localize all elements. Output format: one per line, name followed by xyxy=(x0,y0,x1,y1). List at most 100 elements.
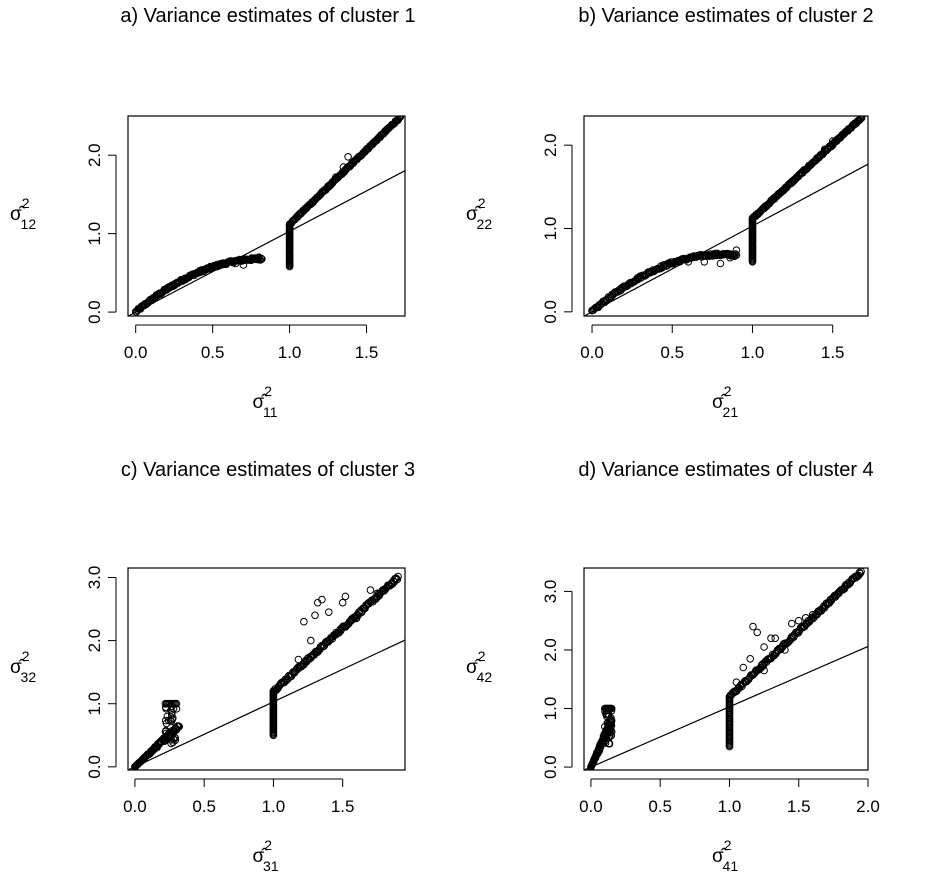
data-point xyxy=(836,133,845,141)
y-tick-label: 2.0 xyxy=(85,143,104,167)
x-tick-label: 0.5 xyxy=(201,343,225,362)
data-point xyxy=(828,137,837,145)
x-tick-label: 0.0 xyxy=(579,797,603,816)
data-point xyxy=(767,634,775,643)
data-point xyxy=(366,586,375,594)
reference-line xyxy=(128,170,405,316)
plot-area xyxy=(128,572,405,770)
plot-frame xyxy=(583,115,869,317)
data-point xyxy=(162,726,170,735)
plot-frame xyxy=(583,567,869,771)
panel-3: c) Variance estimates of cluster 3 0.0 0.5… xyxy=(10,459,415,874)
data-point xyxy=(607,706,616,715)
data-point xyxy=(373,589,382,598)
data-point xyxy=(352,614,361,623)
y-tick-label: 1.0 xyxy=(541,217,560,241)
y-tick-label: 1.0 xyxy=(541,697,560,721)
data-point xyxy=(392,574,401,583)
plot-area xyxy=(584,116,868,316)
x-axis-label: σ̂2 11 xyxy=(253,383,278,420)
data-point xyxy=(788,619,796,628)
panel-4: d) Variance estimates of cluster 4 0.0 0.5… xyxy=(466,459,880,874)
data-point xyxy=(601,723,609,731)
data-point xyxy=(857,116,866,122)
data-point xyxy=(732,251,741,259)
data-point xyxy=(760,643,768,651)
x-tick-label: 2.0 xyxy=(856,797,880,816)
data-point xyxy=(749,622,757,631)
x-tick-label: 0.5 xyxy=(660,343,684,362)
data-point xyxy=(332,173,340,181)
data-point xyxy=(341,592,350,601)
panel-title: c) Variance estimates of cluster 3 xyxy=(121,459,415,481)
data-point xyxy=(660,261,669,269)
x-axis-label: σ̂2 31 xyxy=(253,837,279,874)
data-point xyxy=(325,608,333,617)
data-point xyxy=(168,715,177,724)
data-point xyxy=(603,719,612,727)
data-point xyxy=(731,250,740,258)
data-point xyxy=(746,655,755,663)
panel-title: b) Variance estimates of cluster 2 xyxy=(578,5,873,27)
x-tick-label: 1.0 xyxy=(741,343,765,362)
y-tick-label: 3.0 xyxy=(85,566,104,590)
data-point xyxy=(344,153,352,161)
data-point xyxy=(254,253,263,262)
data-point xyxy=(857,116,865,123)
data-point xyxy=(166,716,175,725)
data-point xyxy=(167,736,176,744)
y-tick-label: 1.0 xyxy=(85,222,104,246)
data-point xyxy=(162,704,170,713)
data-point xyxy=(820,602,828,610)
y-axis-label: σ̂2 32 xyxy=(10,648,36,685)
y-axis-label: σ̂2 12 xyxy=(10,195,36,232)
data-point xyxy=(801,614,810,622)
data-point xyxy=(771,634,780,643)
data-point xyxy=(607,716,616,725)
data-point xyxy=(169,704,178,713)
x-axis-label: σ̂2 41 xyxy=(712,837,738,874)
data-point xyxy=(311,611,319,620)
x-tick-label: 1.0 xyxy=(278,343,302,362)
data-point xyxy=(175,722,183,731)
x-tick-label: 0.0 xyxy=(580,343,604,362)
data-point xyxy=(607,731,616,740)
y-tick-label: 0.0 xyxy=(85,755,104,779)
x-tick-label: 1.0 xyxy=(262,797,286,816)
data-point xyxy=(716,259,725,268)
data-point xyxy=(247,256,255,265)
data-point xyxy=(294,655,303,664)
data-point xyxy=(760,666,768,675)
x-tick-label: 1.5 xyxy=(331,797,355,816)
data-point xyxy=(161,736,170,745)
data-point xyxy=(393,575,402,584)
panel-title: d) Variance estimates of cluster 4 xyxy=(578,459,873,481)
reference-line xyxy=(584,163,868,316)
data-point xyxy=(595,746,604,755)
y-tick-label: 0.0 xyxy=(541,300,560,324)
panel-1: a) Variance estimates of cluster 1 0.0 0.5… xyxy=(10,5,416,420)
x-tick-label: 1.5 xyxy=(355,343,379,362)
data-point xyxy=(605,739,613,748)
data-point xyxy=(300,617,308,626)
data-point xyxy=(700,258,709,266)
data-point xyxy=(388,580,397,588)
data-point xyxy=(820,145,829,154)
plot-area xyxy=(584,568,868,770)
y-axis-label: σ̂2 42 xyxy=(466,648,492,685)
data-point xyxy=(307,636,315,645)
reference-line xyxy=(128,639,405,770)
x-tick-label: 1.5 xyxy=(821,343,845,362)
x-tick-label: 0.5 xyxy=(192,797,216,816)
panel-title: a) Variance estimates of cluster 1 xyxy=(120,5,415,27)
y-tick-label: 0.0 xyxy=(541,755,560,779)
y-tick-label: 2.0 xyxy=(85,629,104,653)
data-point xyxy=(732,246,741,254)
y-tick-label: 1.0 xyxy=(85,692,104,716)
data-point xyxy=(753,628,762,637)
data-point xyxy=(857,568,865,576)
plot-frame xyxy=(127,567,406,771)
data-point xyxy=(239,261,248,269)
y-tick-label: 2.0 xyxy=(541,638,560,662)
x-tick-label: 0.0 xyxy=(123,797,147,816)
